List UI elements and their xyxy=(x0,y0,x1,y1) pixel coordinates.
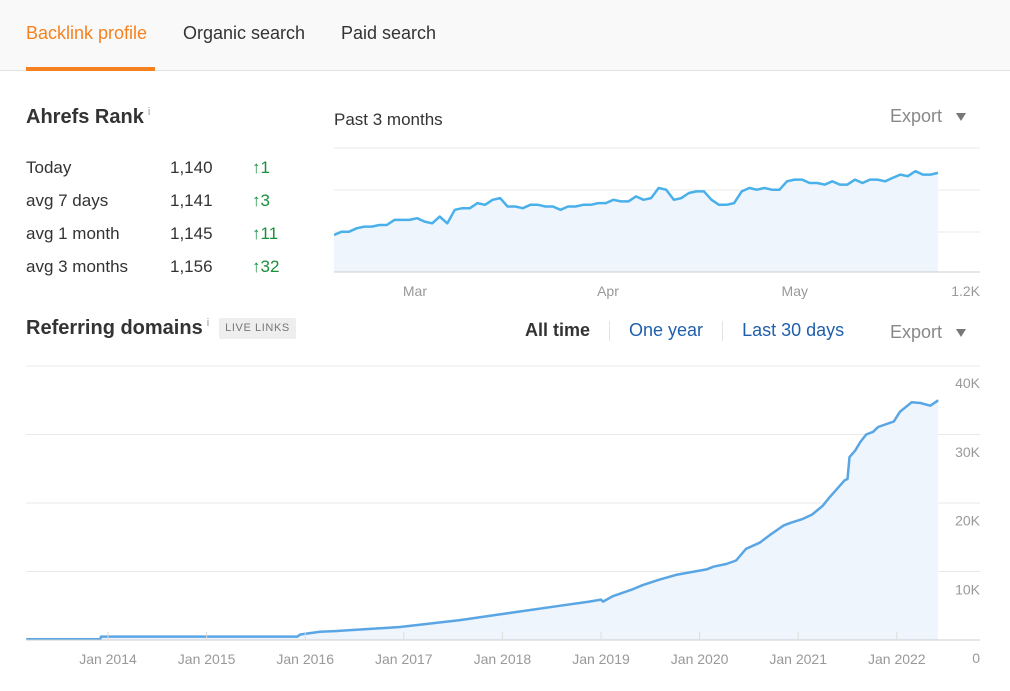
info-icon[interactable]: i xyxy=(147,106,151,118)
row-change: ↑3 xyxy=(252,191,270,211)
range-last-30-days[interactable]: Last 30 days xyxy=(742,320,845,340)
arrow-up-icon: ↑ xyxy=(252,257,261,276)
export-label: Export xyxy=(890,322,943,342)
arrow-up-icon: ↑ xyxy=(252,191,261,210)
y-tick-label: 20K xyxy=(955,513,981,529)
x-tick-label: Jan 2022 xyxy=(868,651,926,667)
x-tick-label: Jan 2016 xyxy=(276,651,334,667)
export-label: Export xyxy=(890,106,943,126)
y-tick-label: 30K xyxy=(955,444,981,460)
caret-down-icon xyxy=(956,329,967,338)
ahrefs-rank-title: Ahrefs Rank xyxy=(26,106,144,128)
x-tick-label: Jan 2017 xyxy=(375,651,433,667)
row-change: ↑11 xyxy=(252,224,278,244)
x-tick-label: Jan 2019 xyxy=(572,651,630,667)
area-fill xyxy=(26,400,939,640)
period-label: Past 3 months xyxy=(334,110,443,129)
x-tick-label: Jan 2014 xyxy=(79,651,137,667)
row-label: avg 3 months xyxy=(26,257,129,276)
divider xyxy=(609,320,611,341)
arrow-up-icon: ↑ xyxy=(252,158,261,177)
y-tick-label: 10K xyxy=(955,581,981,597)
row-value: 1,145 xyxy=(170,224,213,243)
series-line xyxy=(26,399,939,641)
referring-domains-heading: Referring domains i LIVE LINKS xyxy=(26,317,296,340)
referring-domains-chart: Jan 2014 Jan 2015 Jan 2016 Jan 2017 Jan 2018… xyxy=(26,365,981,667)
range-all-time[interactable]: All time xyxy=(525,320,591,340)
x-tick-label: Jan 2021 xyxy=(769,651,827,667)
tab-paid-search[interactable]: Paid search xyxy=(341,23,437,43)
referring-domains-title: Referring domains xyxy=(26,317,203,339)
row-value: 1,141 xyxy=(170,191,213,210)
divider xyxy=(722,320,724,341)
x-tick-label: Mar xyxy=(403,283,427,299)
x-tick-label: Jan 2015 xyxy=(178,651,236,667)
tab-organic-search[interactable]: Organic search xyxy=(183,23,306,43)
y-tick-label: 40K xyxy=(955,375,981,391)
live-links-badge: LIVE LINKS xyxy=(219,318,296,339)
x-tick-label: May xyxy=(782,283,808,299)
row-label: avg 1 month xyxy=(26,224,120,243)
row-change: ↑1 xyxy=(252,158,270,178)
row-value: 1,140 xyxy=(170,158,213,177)
change-value: 3 xyxy=(260,191,270,210)
active-tab-indicator xyxy=(26,67,155,71)
domains-export-button[interactable]: Export xyxy=(890,322,967,343)
area-fill xyxy=(334,171,938,272)
row-change: ↑32 xyxy=(252,257,279,277)
arrow-up-icon: ↑ xyxy=(252,224,261,243)
ahrefs-rank-chart: Mar Apr May 1.2K xyxy=(334,147,981,299)
row-label: Today xyxy=(26,158,72,177)
rank-export-button[interactable]: Export xyxy=(890,106,967,127)
row-label: avg 7 days xyxy=(26,191,109,210)
tab-backlink-profile[interactable]: Backlink profile xyxy=(26,23,148,43)
info-icon[interactable]: i xyxy=(206,317,210,329)
change-value: 32 xyxy=(260,257,280,276)
caret-down-icon xyxy=(956,113,967,122)
x-tick-label: Jan 2018 xyxy=(474,651,532,667)
x-tick-label: Jan 2020 xyxy=(671,651,729,667)
top-tab-bar: Backlink profile Organic search Paid sea… xyxy=(0,0,1010,71)
row-value: 1,156 xyxy=(170,257,213,276)
y-tick-label: 1.2K xyxy=(951,283,980,299)
ahrefs-rank-heading: Ahrefs Rank i xyxy=(26,106,150,129)
y-tick-label: 0 xyxy=(972,650,980,666)
range-selector: All time One year Last 30 days xyxy=(525,320,844,341)
change-value: 1 xyxy=(260,158,270,177)
change-value: 11 xyxy=(260,224,279,243)
range-one-year[interactable]: One year xyxy=(629,320,704,340)
x-tick-label: Apr xyxy=(597,283,619,299)
